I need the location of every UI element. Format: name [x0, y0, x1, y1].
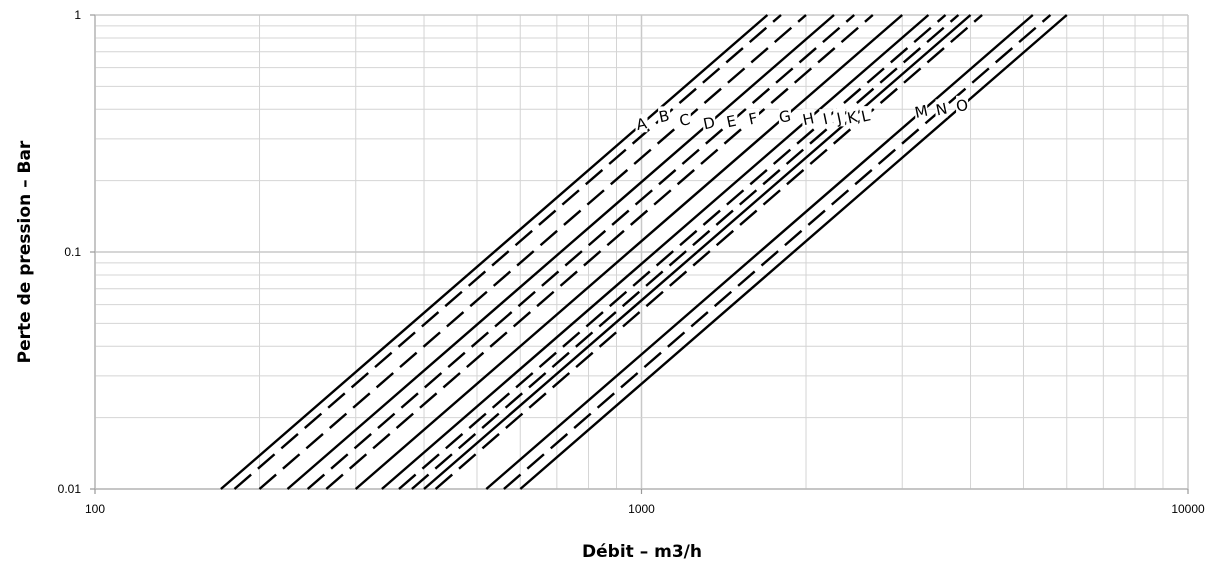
curve-label-bg: [658, 106, 671, 125]
curve-label-bg: [747, 108, 760, 127]
curve-label-m: M: [913, 102, 929, 122]
grid: [90, 14, 1189, 494]
curve-label-a: A: [635, 114, 650, 134]
curve-label-g: G: [777, 107, 792, 127]
y-tick-label: 0.01: [58, 482, 82, 496]
curve-label-e: E: [725, 112, 738, 132]
x-tick-label: 1000: [628, 502, 655, 516]
curve-n: [503, 14, 1052, 490]
curve-c: [258, 14, 807, 490]
y-tick-label: 0.1: [64, 245, 81, 259]
curve-b: [233, 14, 782, 490]
curve-label-j: J: [834, 109, 843, 128]
curve-l: [434, 14, 983, 490]
curve-label-bg: [635, 114, 648, 133]
curve-label-bg: [935, 99, 948, 118]
curve-label-bg: [819, 109, 832, 128]
curve-label-n: N: [934, 99, 949, 119]
curve-label-bg: [846, 107, 859, 126]
curve-label-h: H: [801, 109, 816, 129]
curve-h: [381, 14, 930, 490]
curve-label-bg: [956, 95, 969, 114]
y-axis-title: Perte de pression – Bar: [15, 140, 35, 363]
curve-label-bg: [678, 110, 691, 129]
curve-label-bg: [703, 113, 716, 132]
curve-g: [354, 14, 903, 490]
curve-f: [325, 14, 874, 490]
curve-label-f: F: [747, 109, 759, 128]
curve-j: [411, 14, 960, 490]
y-tick-label: 1: [74, 8, 81, 22]
curve-a: [220, 14, 769, 490]
curve-label-o: O: [954, 96, 969, 116]
curve-i: [398, 14, 947, 490]
curve-label-c: C: [678, 110, 692, 130]
curve-label-bg: [833, 108, 846, 127]
curve-o: [519, 14, 1068, 490]
curve-label-d: D: [702, 113, 717, 133]
x-tick-label: 10000: [1171, 502, 1205, 516]
curve-e: [306, 14, 855, 490]
x-tick-label: 100: [85, 502, 105, 516]
curve-label-bg: [859, 106, 872, 125]
tick-labels: 100 1000 10000 0.01 0.1 1: [58, 8, 1205, 516]
curve-label-bg: [725, 111, 738, 130]
curves: [220, 14, 1068, 490]
curve-d: [286, 14, 835, 490]
curve-label-i: I: [821, 110, 829, 129]
curve-label-b: B: [657, 107, 671, 127]
curve-label-bg: [802, 109, 815, 128]
curve-label-bg: [778, 106, 791, 125]
x-axis-title: Débit – m3/h: [582, 542, 702, 562]
curve-label-bg: [915, 101, 928, 120]
curve-k: [423, 14, 972, 490]
curve-m: [485, 14, 1034, 490]
